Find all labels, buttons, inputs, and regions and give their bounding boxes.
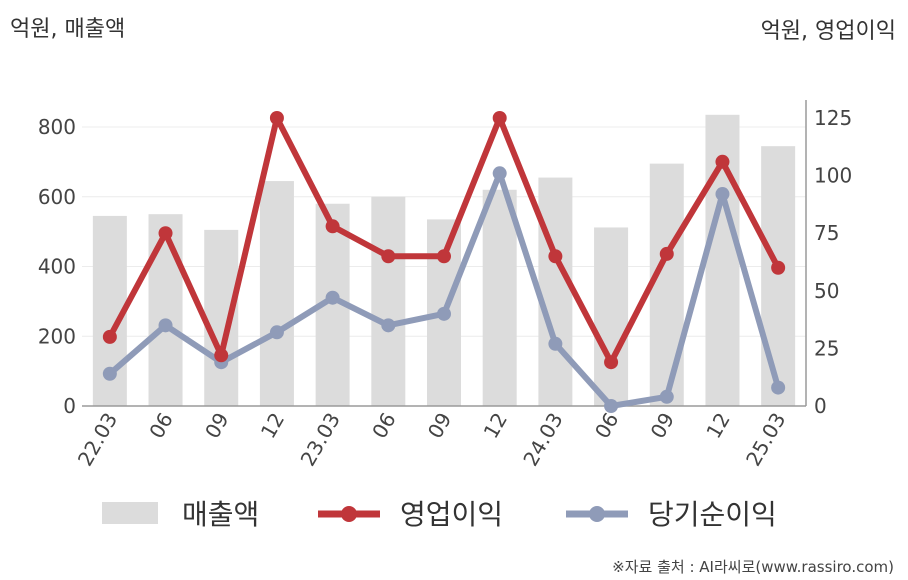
revenue-bar [761,146,796,406]
revenue-bar [538,177,573,406]
legend-label-net-income: 당기순이익 [648,498,777,531]
x-tick-label: 23.03 [296,409,345,471]
right-tick-label: 125 [814,106,852,130]
operating-profit-point [659,246,674,261]
left-tick-label: 600 [38,185,76,209]
net-income-point [604,399,619,413]
revenue-bar [148,214,183,406]
x-tick-label: 12 [479,409,513,443]
net-income-point [381,318,396,333]
operating-profit-point [102,329,117,344]
axes [82,100,807,407]
profit-lines [102,111,786,413]
x-tick-label: 09 [423,409,457,443]
legend-label-operating-profit: 영업이익 [400,498,503,531]
operating-profit-point [715,154,730,169]
source-note: ※자료 출처 : AI라씨로(www.rassiro.com) [612,558,894,576]
x-axis-ticks: 22.03 06 09 12 23.03 06 09 12 24.03 06 09 12 25.03 [73,409,791,471]
x-tick-label: 12 [256,409,290,443]
operating-profit-point [437,249,451,264]
right-tick-label: 25 [814,336,839,360]
net-income-point [269,325,284,340]
left-axis-ticks: 0 200 400 600 800 [38,115,76,418]
x-tick-label: 22.03 [73,409,122,471]
x-tick-label: 06 [367,409,401,443]
operating-profit-point [325,219,340,234]
net-income-point [102,366,117,381]
left-tick-label: 200 [38,324,76,348]
revenue-bar [594,227,629,406]
left-tick-label: 0 [63,394,76,418]
legend: 매출액 영업이익 당기순이익 [102,498,777,531]
net-income-point [325,290,340,305]
revenue-bar [204,229,239,406]
net-income-point [492,166,507,181]
legend-swatch-revenue [102,502,158,524]
net-income-point [548,336,563,351]
left-tick-label: 800 [38,115,76,139]
x-tick-label: 12 [701,409,735,443]
x-tick-label: 06 [144,409,178,443]
operating-profit-point [214,348,229,363]
legend-marker-operating-profit [341,506,357,522]
operating-profit-point [548,249,563,264]
left-axis-unit: 억원, 매출액 [10,17,125,42]
operating-profit-point [492,111,507,125]
legend-marker-net-income [589,506,605,522]
net-income-point [437,306,451,321]
legend-label-revenue: 매출액 [182,498,259,531]
right-tick-label: 75 [814,221,839,245]
operating-profit-point [771,260,786,275]
operating-profit-point [158,226,173,241]
right-axis-ticks: 0 25 50 75 100 125 [814,106,852,418]
operating-profit-point [269,111,284,125]
right-tick-label: 0 [814,394,827,418]
operating-profit-point [604,355,619,370]
x-tick-label: 24.03 [518,409,567,471]
x-tick-label: 25.03 [741,409,790,471]
net-income-point [158,318,173,333]
net-income-point [715,187,730,202]
net-income-point [771,380,786,395]
x-tick-label: 06 [590,409,624,443]
x-tick-label: 09 [646,409,680,443]
x-tick-label: 09 [200,409,234,443]
right-axis-unit: 억원, 영업이익 [761,19,896,44]
revenue-bar [649,163,684,406]
operating-profit-point [381,249,396,264]
revenue-bar [371,196,406,406]
revenue-bar [259,181,294,406]
right-tick-label: 100 [814,164,852,188]
right-tick-label: 50 [814,279,839,303]
net-income-point [659,389,674,404]
revenue-bar [482,189,517,406]
left-tick-label: 400 [38,255,76,279]
